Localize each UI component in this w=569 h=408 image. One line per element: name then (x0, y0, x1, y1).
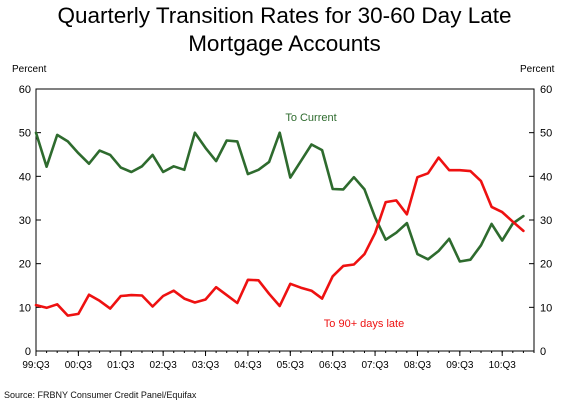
to-current-line (34, 131, 525, 263)
y-tick-label-right: 60 (540, 84, 552, 96)
y-tick-label-left: 20 (19, 259, 31, 271)
y-tick-label-left: 0 (25, 346, 31, 358)
chart-title-line1: Quarterly Transition Rates for 30-60 Day… (57, 3, 512, 28)
y-tick-label-left: 60 (19, 84, 31, 96)
y-tick-label-right: 0 (540, 346, 546, 358)
x-tick-label: 99:Q3 (22, 360, 50, 371)
y-tick-label-right: 40 (540, 171, 552, 183)
y-tick-label-right: 20 (540, 259, 552, 271)
to-90-days-late-annotation: To 90+ days late (324, 318, 404, 330)
x-tick-label: 08:Q3 (404, 360, 432, 371)
left-axis-unit-label: Percent (12, 64, 47, 75)
x-tick-label: 05:Q3 (277, 360, 305, 371)
y-tick-label-right: 10 (540, 302, 552, 314)
x-tick-label: 04:Q3 (234, 360, 262, 371)
y-tick-label-left: 50 (19, 128, 31, 140)
chart-title: Quarterly Transition Rates for 30-60 Day… (0, 2, 569, 58)
plot-frame (35, 88, 535, 352)
x-tick-label: 07:Q3 (361, 360, 389, 371)
chart-title-line2: Mortgage Accounts (188, 31, 381, 56)
to-90-days-late-line (34, 156, 525, 317)
y-tick-label-right: 30 (540, 215, 552, 227)
x-tick-label: 06:Q3 (319, 360, 347, 371)
to-current-annotation: To Current (285, 112, 336, 124)
x-tick-label: 01:Q3 (107, 360, 135, 371)
y-tick-label-left: 30 (19, 215, 31, 227)
x-tick-label: 02:Q3 (150, 360, 178, 371)
y-tick-label-left: 40 (19, 171, 31, 183)
x-tick-label: 03:Q3 (192, 360, 220, 371)
source-note: Source: FRBNY Consumer Credit Panel/Equi… (4, 390, 197, 400)
x-tick-label: 00:Q3 (65, 360, 93, 371)
x-tick-label: 10:Q3 (489, 360, 517, 371)
y-tick-label-left: 10 (19, 302, 31, 314)
y-tick-label-right: 50 (540, 128, 552, 140)
x-tick-label: 09:Q3 (446, 360, 474, 371)
right-axis-unit-label: Percent (520, 64, 555, 75)
